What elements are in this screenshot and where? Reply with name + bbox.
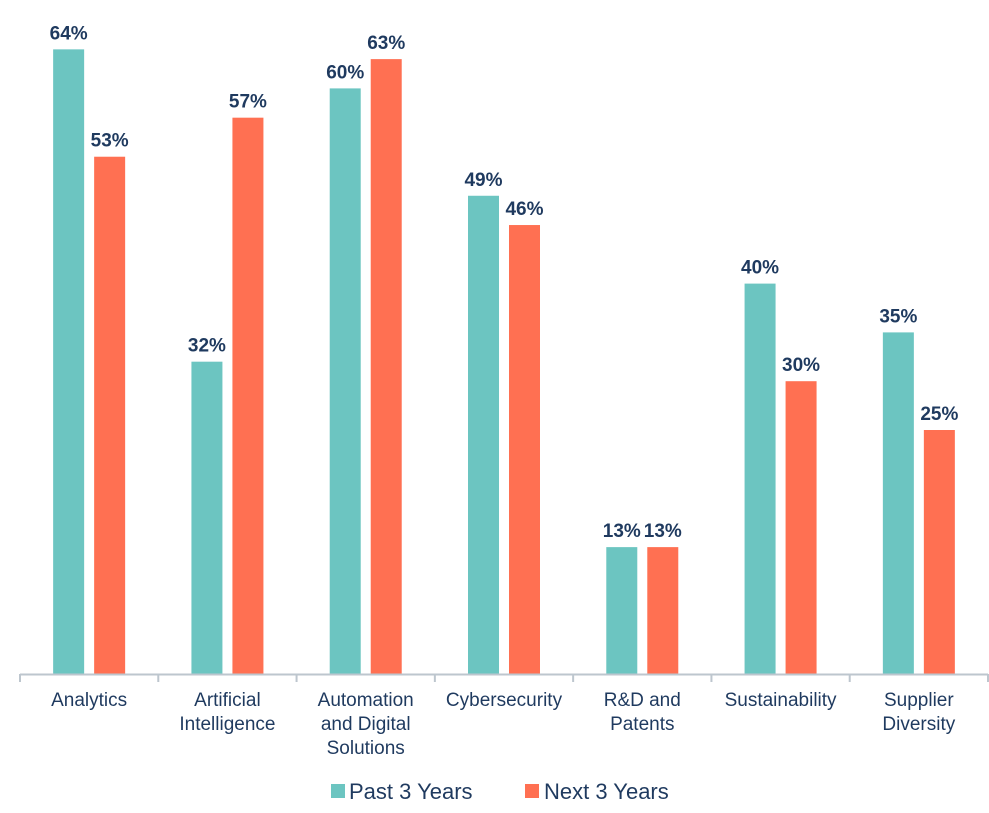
data-label-next-1: 57% [229, 92, 267, 113]
legend: Past 3 Years Next 3 Years [331, 779, 669, 804]
data-label-past-0: 64% [50, 23, 88, 44]
bar-past-6 [882, 332, 914, 674]
data-label-next-6: 25% [920, 404, 958, 425]
x-axis-ticks [19, 674, 989, 682]
data-label-next-0: 53% [91, 131, 129, 152]
value-labels-layer: 64% 53% 32% 57% 60%63% 49%46% 13% 13% 40% 30% 35% 2… [50, 23, 959, 542]
category-label-2-line-0: Automation [318, 690, 414, 711]
bar-past-4 [606, 547, 638, 674]
data-label-past-2: 60% [326, 62, 364, 83]
category-label-3-line-0: Cybersecurity [446, 690, 563, 711]
category-label-6-line-1: Diversity [882, 714, 955, 735]
data-label-next-2: 63% [367, 33, 405, 54]
category-label-4-line-0: R&D and [604, 690, 681, 711]
bar-next-5 [785, 381, 817, 674]
x-axis-category-labels: Analytics Artificial Intelligence Automatio… [51, 690, 956, 759]
legend-swatch-past [331, 784, 345, 798]
data-label-past-4: 13% [603, 521, 641, 542]
bar-next-2 [370, 59, 402, 675]
bar-past-3 [468, 195, 499, 674]
category-label-2-line-2: Solutions [327, 738, 405, 759]
legend-swatch-next [525, 784, 539, 798]
data-label-past-6: 35% [879, 306, 917, 327]
category-label-1-line-1: Intelligence [179, 714, 275, 735]
data-label-past-5: 40% [741, 258, 779, 279]
category-label-0-line-0: Analytics [51, 690, 127, 711]
bars-layer [53, 49, 955, 675]
bar-next-3 [509, 225, 540, 675]
bar-past-0 [53, 49, 85, 675]
bar-past-5 [744, 283, 776, 674]
category-label-5-line-0: Sustainability [725, 690, 837, 711]
legend-label-next: Next 3 Years [544, 779, 669, 804]
data-label-past-1: 32% [188, 336, 226, 357]
bar-next-4 [647, 547, 679, 674]
category-label-1-line-0: Artificial [194, 690, 261, 711]
bar-past-1 [191, 361, 223, 674]
legend-label-past: Past 3 Years [349, 779, 473, 804]
category-label-4-line-1: Patents [610, 714, 674, 735]
category-label-6-line-0: Supplier [884, 690, 954, 711]
data-label-next-4: 13% [644, 521, 682, 542]
bar-next-6 [923, 430, 955, 674]
data-label-next-5: 30% [782, 355, 820, 376]
data-label-next-3: 46% [505, 199, 543, 220]
bar-next-0 [94, 156, 126, 675]
bar-past-2 [329, 88, 361, 674]
data-label-past-3: 49% [464, 170, 502, 191]
bar-next-1 [232, 117, 264, 675]
category-label-2-line-1: and Digital [321, 714, 411, 735]
